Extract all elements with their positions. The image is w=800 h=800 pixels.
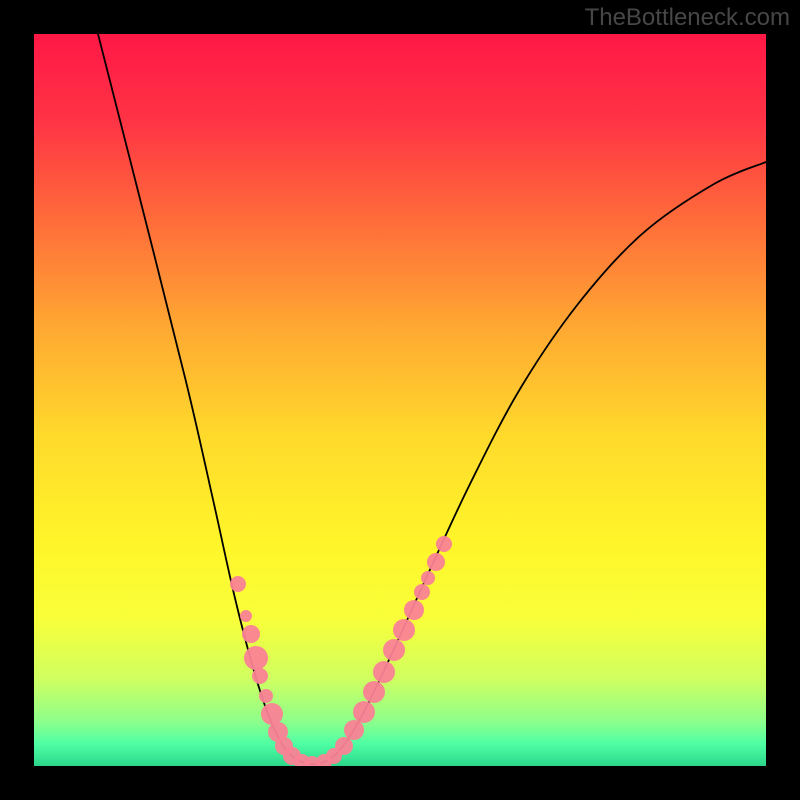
data-marker (363, 681, 385, 703)
chart-frame: TheBottleneck.com (0, 0, 800, 800)
watermark-text: TheBottleneck.com (585, 4, 790, 32)
data-marker (393, 619, 415, 641)
data-marker (335, 737, 353, 755)
data-marker (436, 536, 452, 552)
data-marker (252, 668, 268, 684)
data-marker (414, 584, 430, 600)
data-marker (383, 639, 405, 661)
data-marker (261, 703, 283, 725)
data-marker (344, 720, 364, 740)
data-marker (244, 646, 268, 670)
data-marker (373, 661, 395, 683)
data-marker (230, 576, 246, 592)
data-marker (242, 625, 260, 643)
data-marker (404, 600, 424, 620)
plot-area (34, 34, 766, 766)
data-marker (427, 553, 445, 571)
data-marker (259, 689, 273, 703)
data-marker (353, 701, 375, 723)
data-marker (421, 571, 435, 585)
data-marker (240, 610, 252, 622)
